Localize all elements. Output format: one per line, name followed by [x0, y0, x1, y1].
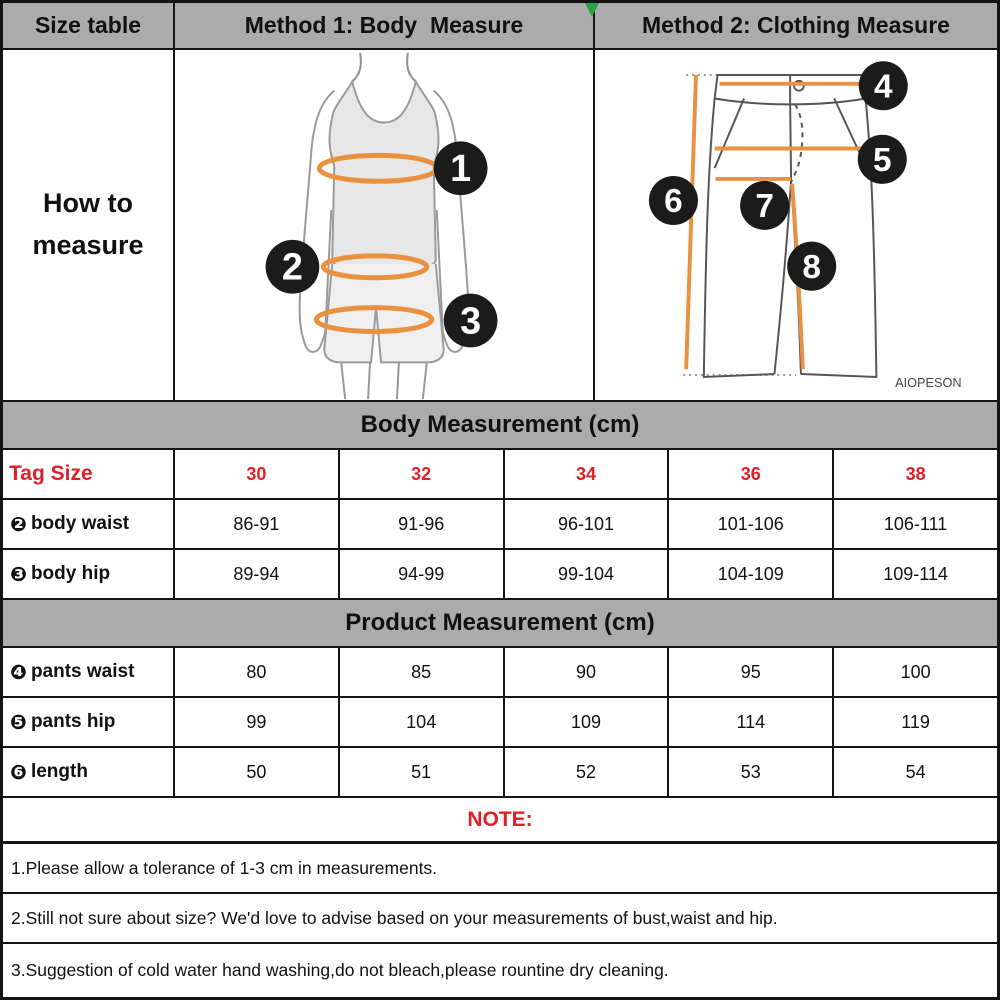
- marker-4: 4: [858, 61, 908, 111]
- table-cell: 119: [832, 698, 997, 746]
- table-cell: 109-114: [832, 550, 997, 598]
- size-30: 30: [173, 450, 338, 498]
- note-row-3: 3.Suggestion of cold water hand washing,…: [3, 942, 997, 997]
- how-to-line2: measure: [32, 230, 144, 260]
- how-to-line1: How to: [43, 188, 133, 219]
- table-cell: 95: [667, 648, 832, 696]
- marker-4-icon: ❹: [10, 661, 27, 684]
- svg-text:1: 1: [450, 148, 471, 190]
- marker-5-icon: ❺: [10, 711, 27, 734]
- marker-6-icon: ❻: [10, 761, 27, 784]
- body-waist-row: ❷ body waist 86-91 91-96 96-101 101-106 …: [3, 498, 997, 548]
- svg-text:4: 4: [874, 69, 893, 106]
- product-measurement-band: Product Measurement (cm): [3, 598, 997, 646]
- body-waist-text: body waist: [30, 513, 130, 534]
- table-cell: 101-106: [667, 500, 832, 548]
- table-cell: 90: [502, 648, 668, 696]
- svg-text:5: 5: [873, 142, 892, 179]
- marker-5: 5: [857, 134, 907, 184]
- body-measure-illustration: 1 2 3: [173, 50, 593, 400]
- table-cell: 51: [337, 748, 503, 796]
- how-to-measure-label: How to measure: [3, 50, 173, 400]
- svg-text:2: 2: [282, 247, 303, 289]
- note-3: 3.Suggestion of cold water hand washing,…: [11, 960, 669, 980]
- green-artifact-mark: [585, 3, 599, 17]
- note-row-1: 1.Please allow a tolerance of 1-3 cm in …: [3, 842, 997, 892]
- marker-3: 3: [443, 293, 498, 348]
- marker-1: 1: [433, 141, 488, 196]
- marker-2: 2: [265, 239, 320, 294]
- note-2: 2.Still not sure about size? We'd love t…: [11, 907, 778, 928]
- table-cell: 100: [832, 648, 997, 696]
- header-row: Size table Method 1: Body Measure Method…: [3, 3, 997, 48]
- note-title: NOTE:: [3, 798, 997, 842]
- marker-2-icon: ❷: [10, 513, 27, 536]
- note-row-2: 2.Still not sure about size? We'd love t…: [3, 892, 997, 942]
- body-figure-illustration: 1 2 3: [265, 52, 498, 400]
- table-cell: 104-109: [667, 550, 832, 598]
- marker-6: 6: [648, 175, 698, 225]
- size-32: 32: [337, 450, 503, 498]
- table-cell: 114: [667, 698, 832, 746]
- pants-illustration: 4 5 6 7 8 AIOPESON: [648, 61, 962, 390]
- svg-text:3: 3: [460, 300, 481, 342]
- length-text: length: [30, 761, 88, 782]
- header-method1: Method 1: Body Measure: [173, 3, 593, 48]
- svg-text:8: 8: [802, 249, 821, 286]
- waist-measure-band: [320, 253, 430, 281]
- table-cell: 89-94: [173, 550, 338, 598]
- table-cell: 99: [173, 698, 338, 746]
- table-cell: 53: [667, 748, 832, 796]
- body-hip-row: ❸ body hip 89-94 94-99 99-104 104-109 10…: [3, 548, 997, 598]
- table-cell: 106-111: [832, 500, 997, 548]
- pants-hip-label: ❺ pants hip: [3, 698, 173, 746]
- body-measurement-title: Body Measurement (cm): [3, 402, 997, 448]
- tag-size-row: Tag Size 30 32 34 36 38: [3, 448, 997, 498]
- svg-text:6: 6: [664, 183, 683, 220]
- header-method2: Method 2: Clothing Measure: [593, 3, 997, 48]
- marker-3-icon: ❸: [10, 563, 27, 586]
- pants-hip-row: ❺ pants hip 99 104 109 114 119: [3, 696, 997, 746]
- marker-7: 7: [740, 180, 790, 230]
- table-cell: 80: [173, 648, 338, 696]
- table-cell: 86-91: [173, 500, 338, 548]
- table-cell: 99-104: [502, 550, 668, 598]
- illustration-row: How to measure: [3, 48, 997, 400]
- pants-hip-text: pants hip: [30, 711, 116, 732]
- length-row: ❻ length 50 51 52 53 54: [3, 746, 997, 796]
- size-38: 38: [832, 450, 997, 498]
- table-cell: 85: [337, 648, 503, 696]
- svg-text:7: 7: [755, 188, 774, 225]
- table-cell: 50: [173, 748, 338, 796]
- header-size-table: Size table: [3, 3, 173, 48]
- body-waist-label: ❷ body waist: [3, 500, 173, 548]
- body-hip-text: body hip: [30, 563, 111, 584]
- marker-8: 8: [787, 241, 837, 291]
- body-hip-label: ❸ body hip: [3, 550, 173, 598]
- note-band: NOTE:: [3, 796, 997, 842]
- table-cell: 91-96: [337, 500, 503, 548]
- size-36: 36: [667, 450, 832, 498]
- pants-waist-text: pants waist: [30, 661, 135, 682]
- brand-label: AIOPESON: [895, 375, 962, 390]
- pants-waist-label: ❹ pants waist: [3, 648, 173, 696]
- table-cell: 52: [502, 748, 668, 796]
- pants-waist-row: ❹ pants waist 80 85 90 95 100: [3, 646, 997, 696]
- pants-length-line: [684, 74, 698, 370]
- size-34: 34: [502, 450, 668, 498]
- product-measurement-title: Product Measurement (cm): [3, 600, 997, 646]
- table-cell: 96-101: [502, 500, 668, 548]
- table-cell: 109: [502, 698, 668, 746]
- table-cell: 94-99: [337, 550, 503, 598]
- hip-measure-band: [313, 305, 435, 334]
- table-cell: 104: [337, 698, 503, 746]
- body-measurement-band: Body Measurement (cm): [3, 400, 997, 448]
- table-cell: 54: [832, 748, 997, 796]
- note-1: 1.Please allow a tolerance of 1-3 cm in …: [11, 857, 438, 878]
- tag-size-label: Tag Size: [9, 462, 93, 485]
- clothing-measure-illustration: 4 5 6 7 8 AIOPESON: [593, 50, 997, 400]
- length-label: ❻ length: [3, 748, 173, 796]
